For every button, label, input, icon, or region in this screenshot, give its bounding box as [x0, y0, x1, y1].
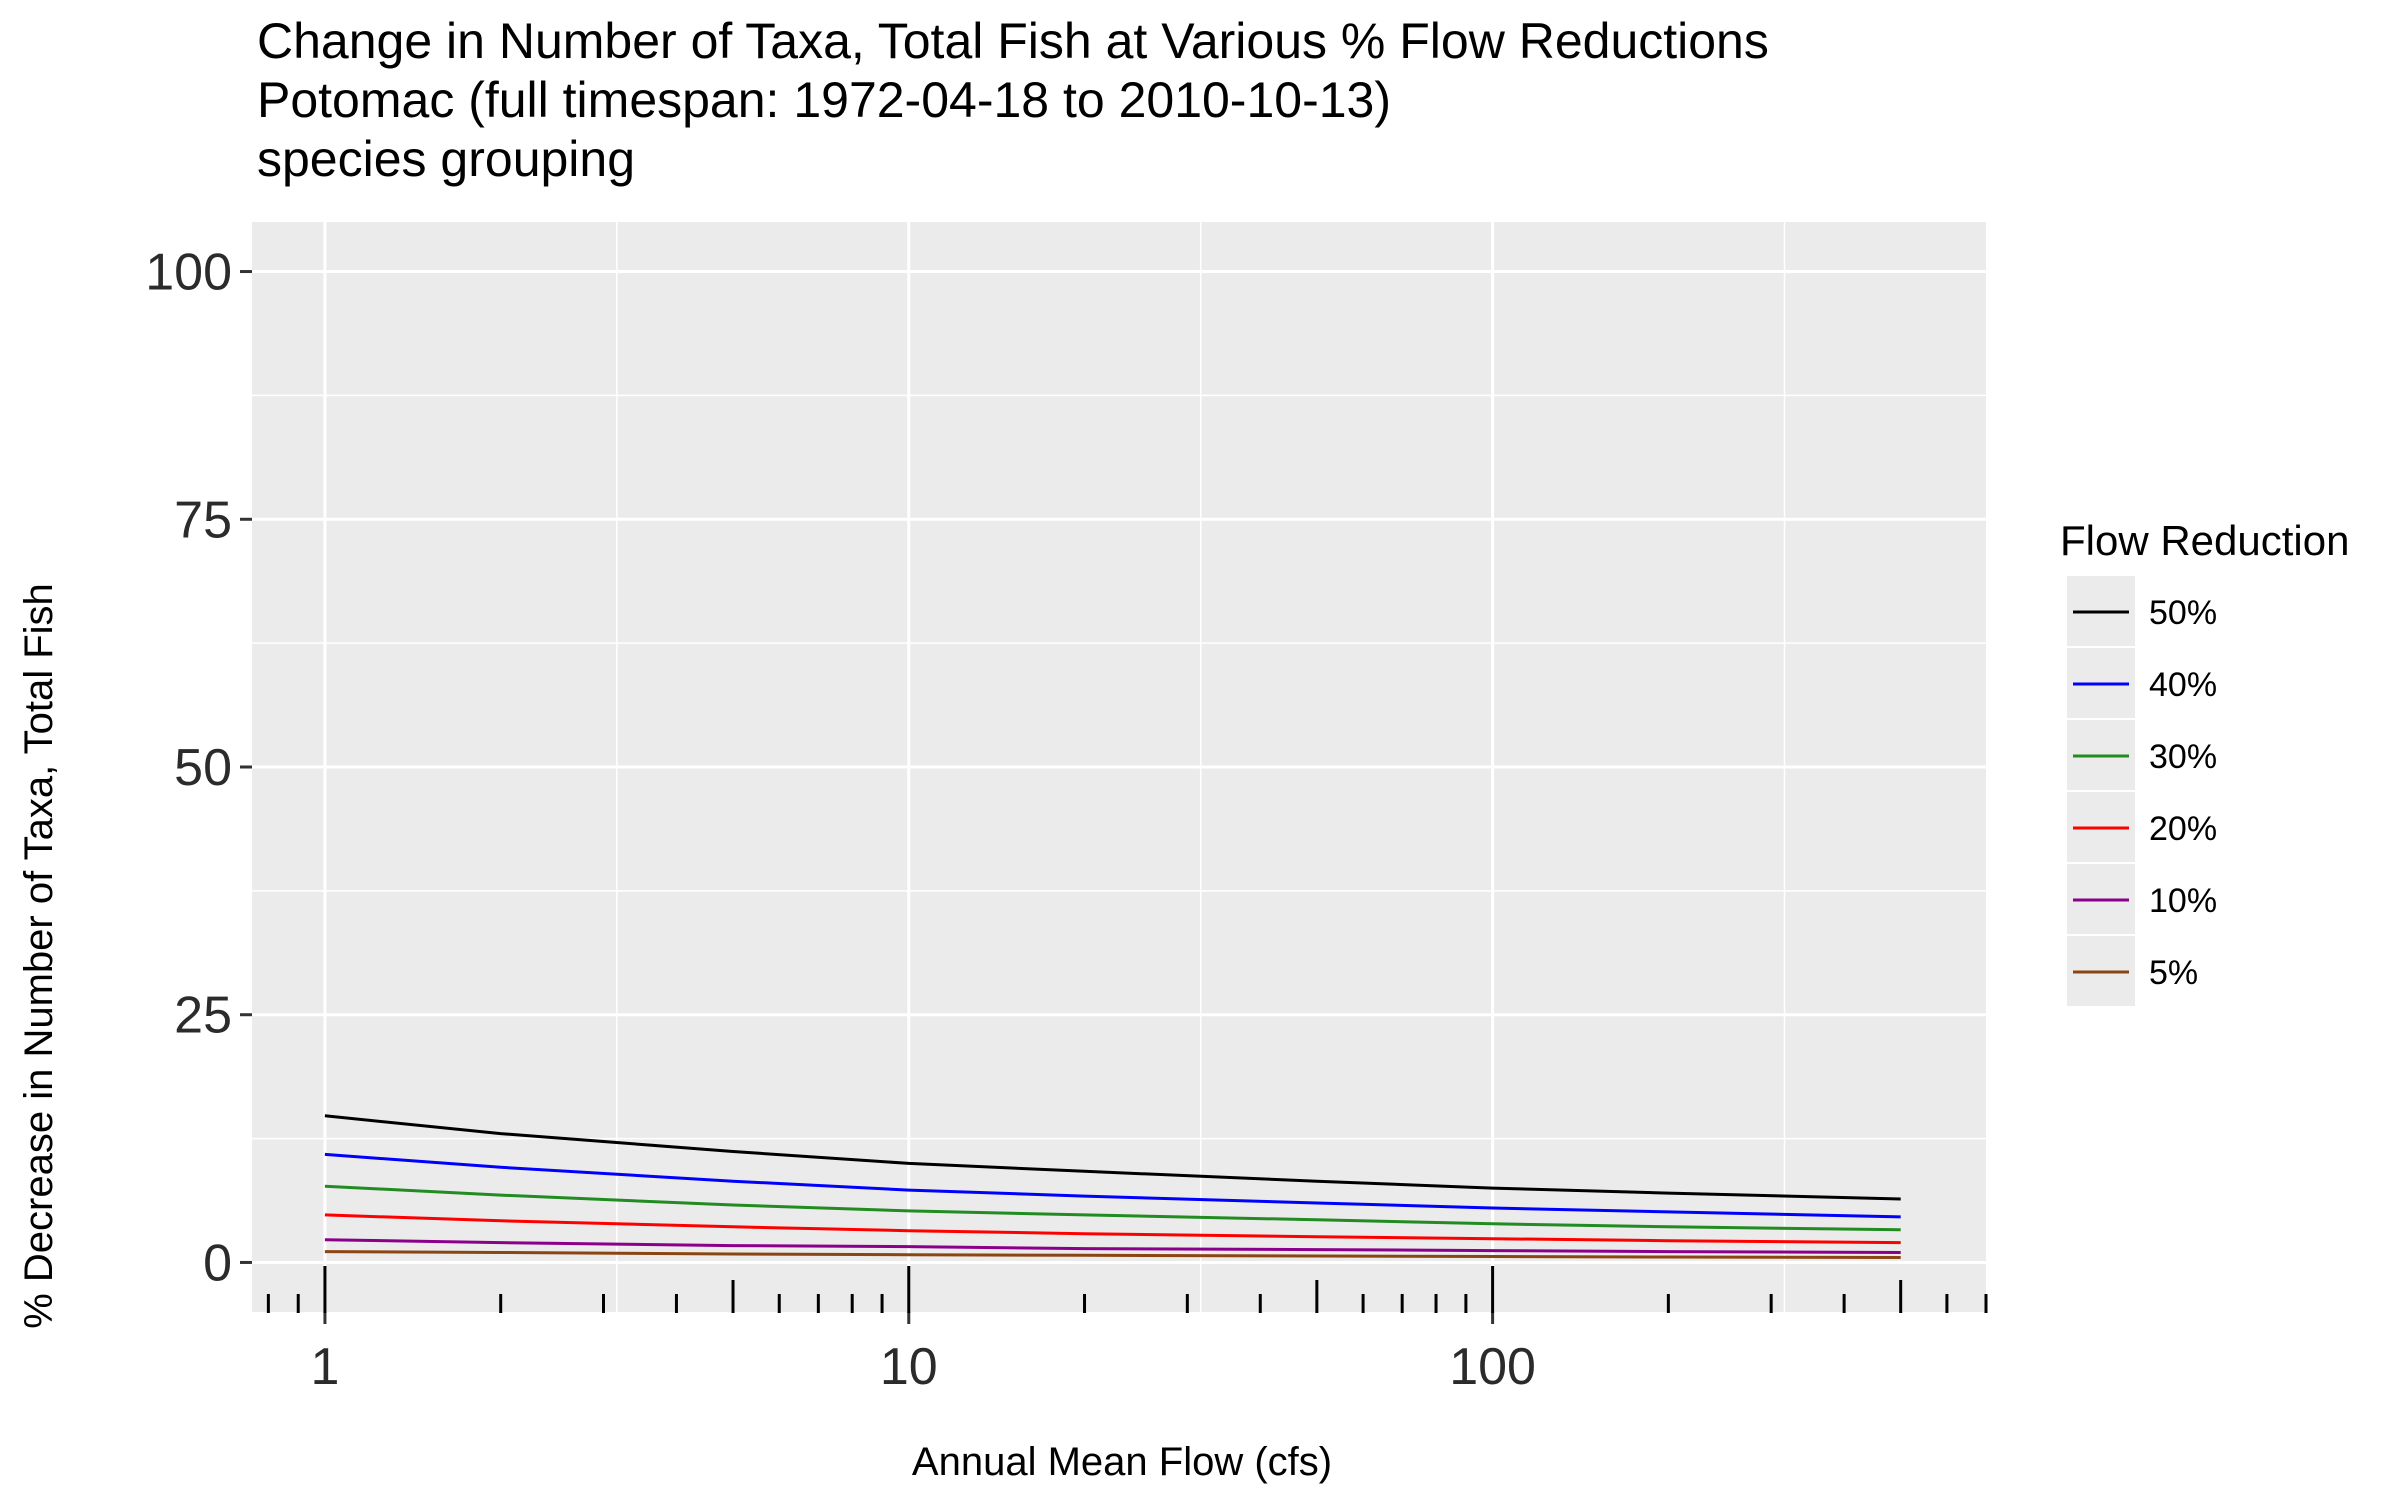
- x-tick-label: 10: [880, 1338, 938, 1396]
- legend-item: 30%: [2067, 720, 2217, 790]
- y-axis-label: % Decrease in Number of Taxa, Total Fish: [17, 583, 61, 1329]
- legend-item: 10%: [2067, 864, 2217, 934]
- y-tick-label: 100: [145, 244, 232, 302]
- x-tick-label: 100: [1449, 1338, 1536, 1396]
- chart-subtitle-line-2: species grouping: [257, 131, 635, 187]
- y-tick-label: 75: [174, 491, 232, 549]
- series-line-10pct: [324, 1238, 1901, 1254]
- series-lines: [324, 1114, 1901, 1259]
- legend-label: 20%: [2149, 810, 2217, 848]
- y-tick-label: 0: [203, 1234, 232, 1292]
- y-axis: 0 25 50 75 100: [145, 244, 252, 1292]
- series-line-50pct: [324, 1114, 1901, 1201]
- x-axis-label: Annual Mean Flow (cfs): [912, 1440, 1332, 1484]
- legend-label: 50%: [2149, 594, 2217, 632]
- legend-label: 30%: [2149, 738, 2217, 776]
- series-line-5pct: [324, 1250, 1901, 1259]
- y-tick-label: 25: [174, 987, 232, 1045]
- major-gridlines: [252, 222, 1986, 1312]
- legend-item: 40%: [2067, 648, 2217, 718]
- x-axis: 1 10 100: [310, 1312, 1536, 1396]
- legend-item: 50%: [2067, 576, 2217, 646]
- legend-keys: 50% 40% 30% 20% 10% 5%: [2067, 576, 2217, 1006]
- legend-item: 5%: [2067, 936, 2198, 1006]
- legend-label: 5%: [2149, 954, 2198, 992]
- series-line-40pct: [324, 1152, 1901, 1219]
- log-tick-marks: [266, 1266, 1988, 1313]
- legend: Flow Reduction 50% 40% 30% 20% 10% 5%: [2060, 517, 2349, 1006]
- series-line-30pct: [324, 1184, 1901, 1232]
- legend-label: 40%: [2149, 666, 2217, 704]
- legend-title: Flow Reduction: [2060, 517, 2349, 564]
- legend-item: 20%: [2067, 792, 2217, 862]
- chart-title: Change in Number of Taxa, Total Fish at …: [257, 13, 1769, 69]
- series-line-20pct: [324, 1213, 1901, 1245]
- x-tick-label: 1: [310, 1338, 339, 1396]
- y-tick-label: 50: [174, 739, 232, 797]
- legend-label: 10%: [2149, 882, 2217, 920]
- chart-subtitle-line-1: Potomac (full timespan: 1972-04-18 to 20…: [257, 72, 1391, 128]
